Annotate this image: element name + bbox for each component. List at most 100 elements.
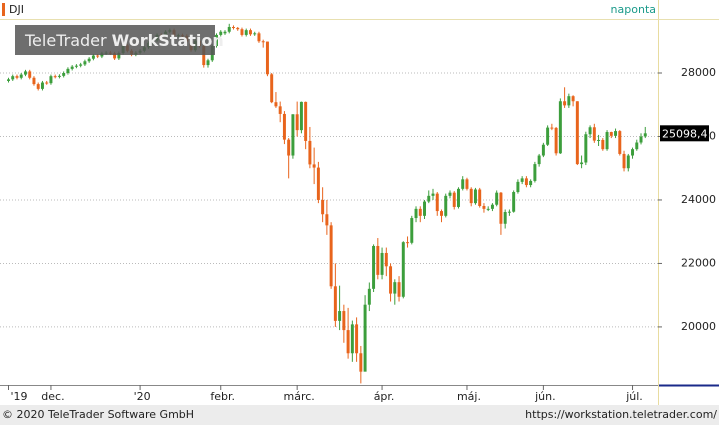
y-tick-label: 24000	[681, 193, 716, 206]
candle-body	[406, 242, 410, 244]
candle-body	[359, 353, 363, 372]
candle-body	[36, 84, 40, 89]
candle-body	[482, 205, 486, 209]
candle-body	[346, 330, 350, 354]
candle-body	[308, 140, 312, 165]
candle-body	[7, 79, 10, 81]
candle-body	[227, 26, 231, 32]
candle-body	[520, 178, 524, 182]
x-tick-label: ápr.	[374, 390, 395, 403]
candle-body	[512, 192, 516, 212]
symbol: DJI	[9, 3, 24, 16]
candle-body	[546, 127, 550, 145]
candle-body	[567, 96, 571, 106]
symbol-marker	[2, 3, 5, 16]
candle-body	[274, 102, 278, 107]
candle-body	[19, 74, 23, 78]
candle-body	[397, 282, 401, 297]
x-tick-label: máj.	[457, 390, 481, 403]
candle-body	[231, 26, 235, 28]
candle-body	[423, 201, 427, 216]
candle-body	[622, 153, 626, 169]
candle-body	[316, 167, 320, 200]
candle-body	[529, 180, 533, 186]
last-value-box	[660, 125, 709, 142]
candle-body	[473, 189, 477, 204]
candle-body	[117, 53, 121, 59]
candle-body	[57, 75, 61, 77]
candle-body	[580, 162, 584, 165]
candle-body	[350, 324, 354, 354]
candle-body	[401, 242, 405, 297]
candle-body	[278, 106, 282, 114]
candle-body	[70, 66, 74, 69]
candle-body	[626, 155, 630, 169]
candle-body	[91, 55, 95, 59]
candle-body	[601, 139, 605, 150]
candle-body	[618, 131, 622, 154]
candle-body	[550, 127, 554, 129]
candle-body	[87, 58, 91, 62]
candle-body	[304, 101, 308, 141]
candle-body	[592, 127, 596, 141]
candle-body	[414, 208, 418, 219]
candle-body	[563, 101, 567, 106]
candle-body	[333, 286, 337, 321]
candle-body	[282, 113, 286, 140]
candle-body	[270, 74, 274, 103]
x-tick-label: '20	[134, 390, 151, 403]
candle-body	[45, 82, 49, 84]
candle-body	[444, 195, 448, 216]
candle-body	[639, 136, 643, 143]
candle-body	[338, 311, 342, 321]
candle-body	[384, 252, 388, 267]
candle-body	[537, 155, 541, 165]
candle-body	[223, 31, 227, 34]
x-tick-label: jún.	[534, 390, 556, 403]
candle-body	[609, 132, 613, 136]
candle-body	[541, 144, 545, 156]
candle-body	[558, 101, 562, 154]
candle-body	[219, 31, 223, 35]
y-tick-label: 28000	[681, 66, 716, 79]
candle-body	[355, 324, 359, 354]
candle-body	[28, 71, 32, 78]
candle-body	[465, 179, 469, 189]
candle-body	[206, 60, 210, 66]
candle-body	[533, 164, 537, 181]
candle-body	[631, 149, 635, 156]
candle-body	[635, 142, 639, 150]
y-tick-label: 22000	[681, 256, 716, 269]
watermark-b: WorkStation	[112, 31, 224, 50]
candle-body	[79, 64, 83, 66]
candle-body	[571, 96, 575, 102]
last-value-label: 25098,4	[662, 127, 708, 140]
candle-body	[83, 61, 87, 65]
candle-body	[597, 139, 601, 141]
candle-body	[372, 245, 376, 289]
candle-body	[342, 311, 346, 331]
candle-body	[291, 114, 295, 156]
candle-body	[321, 199, 325, 215]
candle-body	[96, 55, 100, 57]
candle-body	[287, 139, 291, 156]
candle-body	[588, 127, 592, 135]
candle-body	[53, 76, 57, 78]
candle-body	[299, 101, 303, 131]
candle-body	[265, 41, 269, 75]
candle-body	[240, 29, 244, 35]
candle-body	[490, 204, 494, 209]
candle-body	[469, 188, 473, 204]
candle-body	[367, 288, 371, 305]
candle-body	[244, 30, 248, 35]
x-tick-label: márc.	[284, 390, 315, 403]
candle-body	[329, 225, 333, 287]
candle-body	[435, 193, 439, 212]
x-tick-label: júl.	[625, 390, 643, 403]
candle-body	[495, 192, 499, 205]
candle-body	[113, 53, 117, 59]
x-tick-label: dec.	[41, 390, 64, 403]
candle-body	[66, 68, 70, 74]
candle-body	[40, 82, 44, 89]
